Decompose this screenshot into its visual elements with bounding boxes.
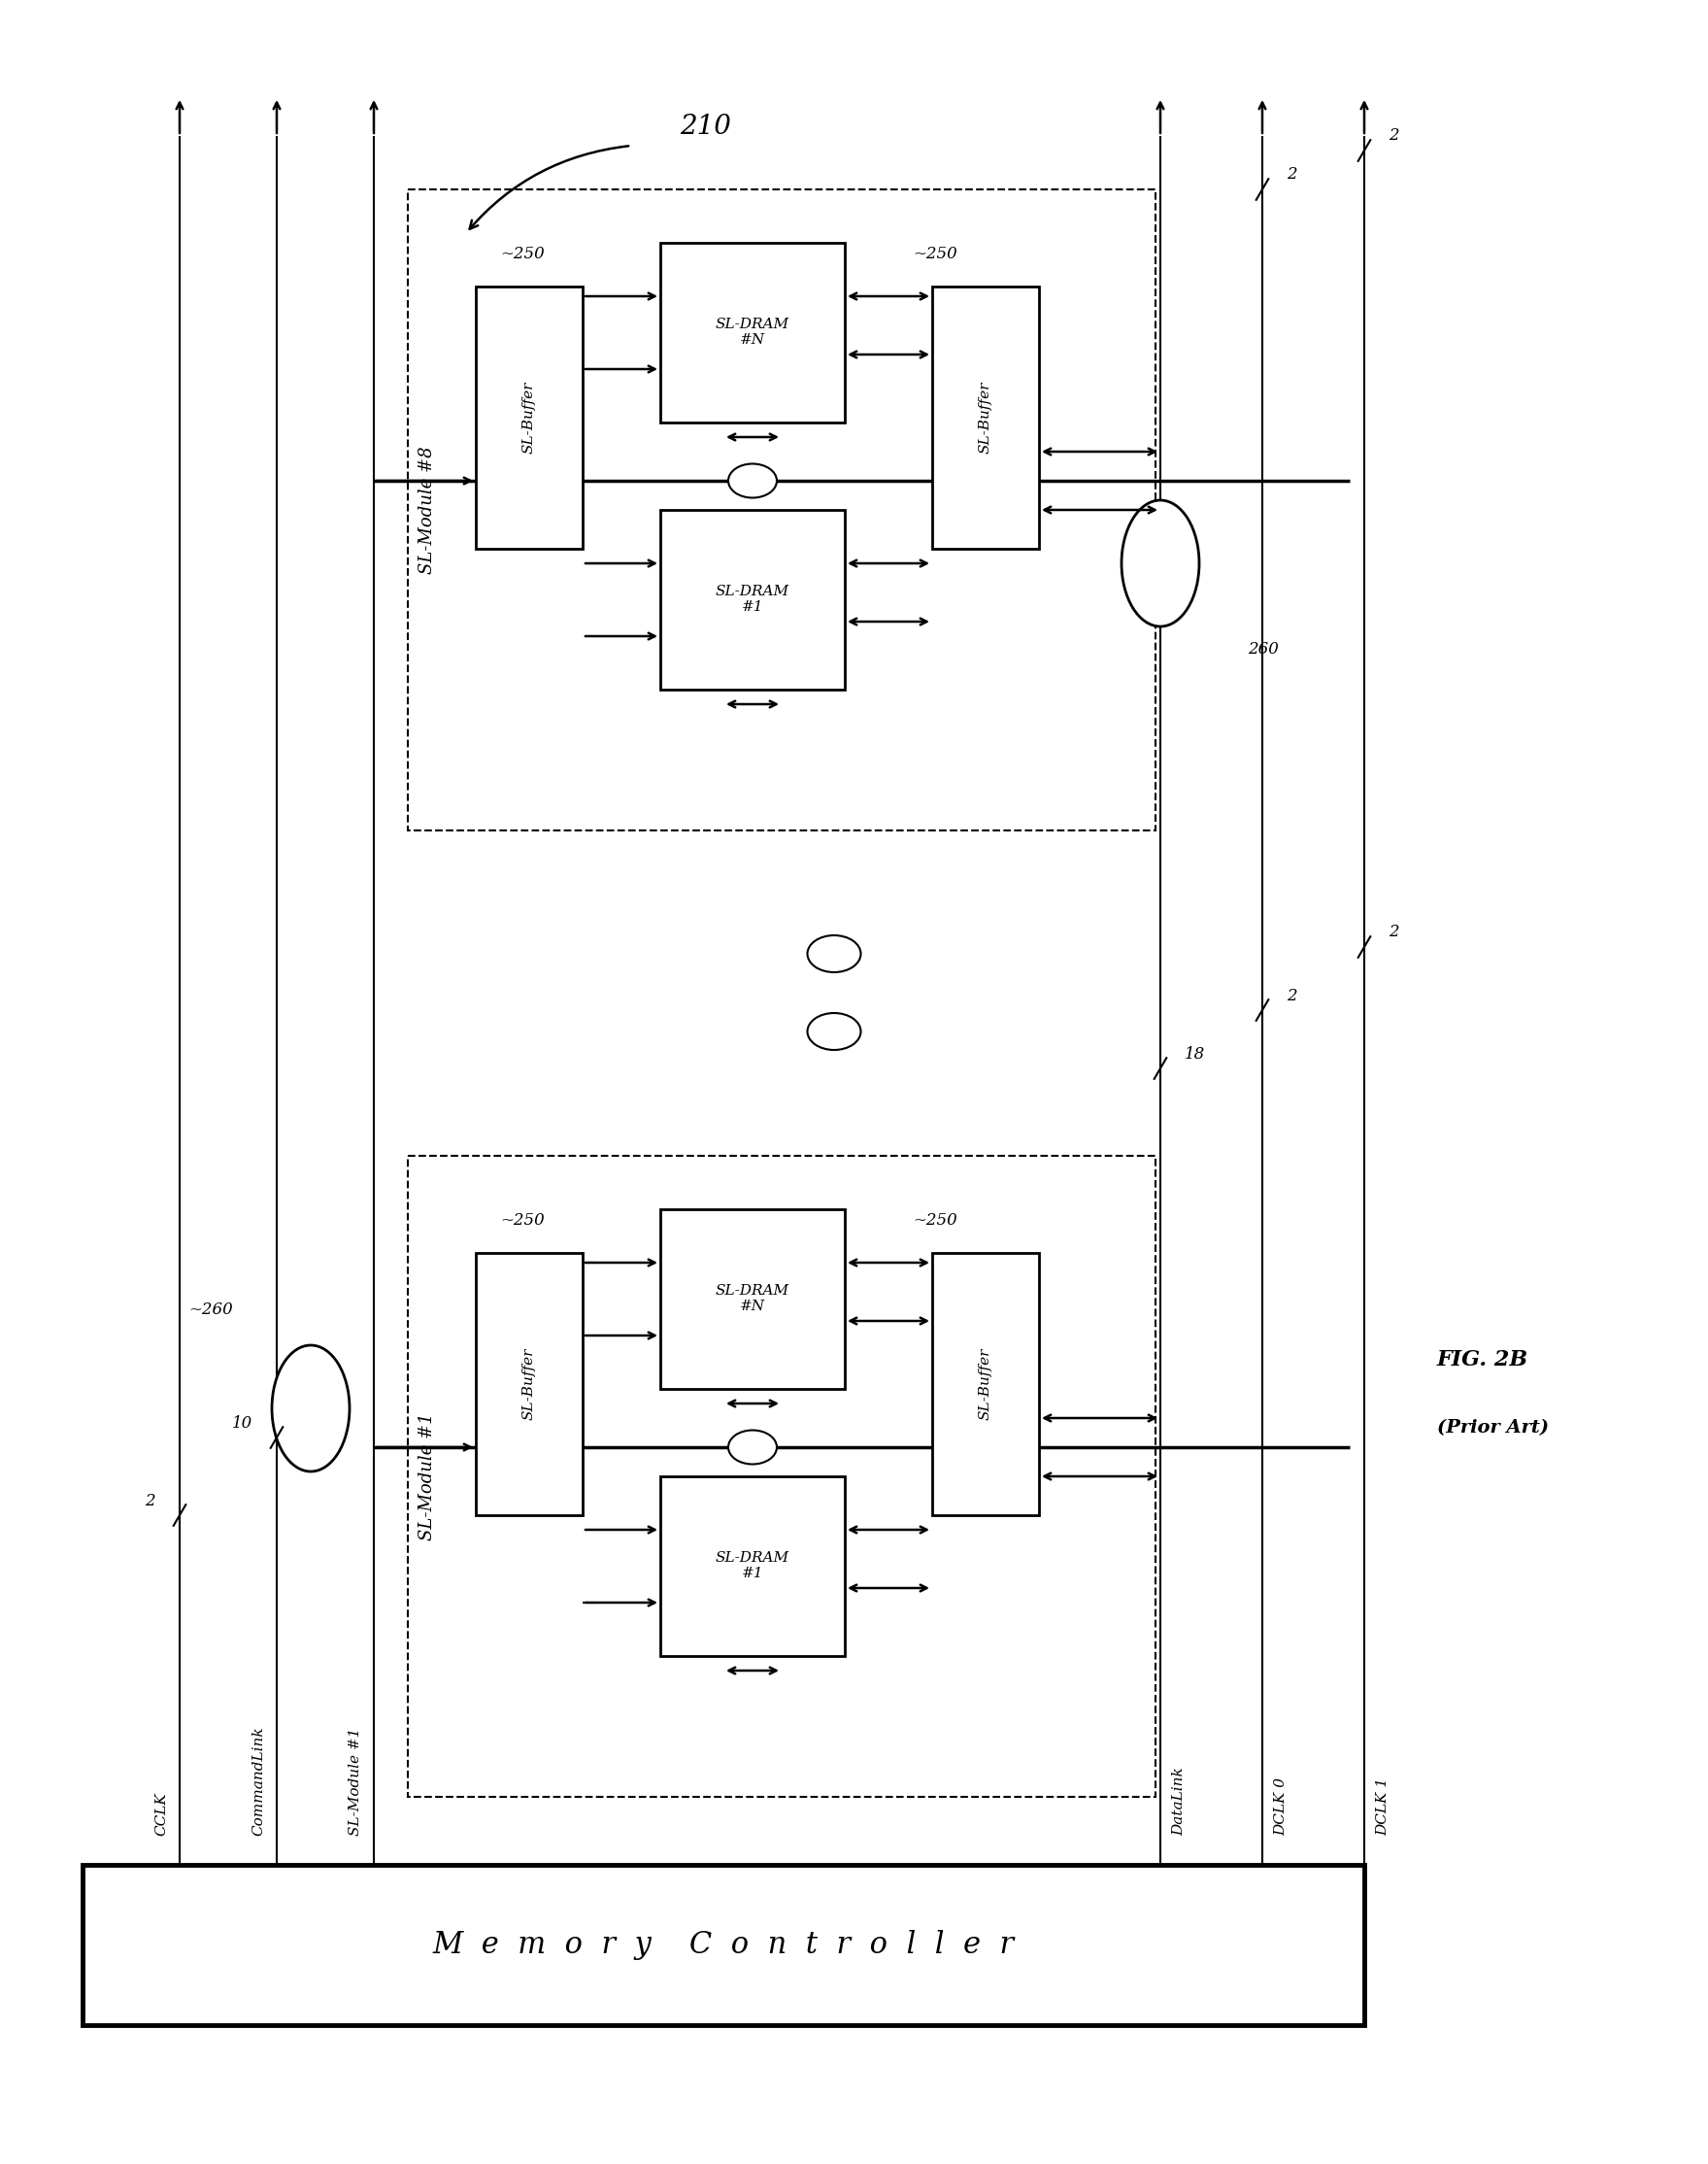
Text: 260: 260 [1249, 641, 1279, 658]
Ellipse shape [808, 935, 861, 972]
Text: ~250: ~250 [500, 247, 545, 262]
Ellipse shape [728, 1430, 777, 1465]
Text: SL-DRAM
#1: SL-DRAM #1 [716, 1552, 789, 1580]
Text: ~260: ~260 [188, 1301, 232, 1318]
Text: (Prior Art): (Prior Art) [1436, 1420, 1549, 1437]
Text: 10: 10 [232, 1415, 253, 1430]
Text: 2: 2 [1389, 924, 1399, 941]
Bar [933, 286, 1038, 550]
Text: ~250: ~250 [500, 1212, 545, 1229]
Text: SL-Buffer: SL-Buffer [979, 1348, 992, 1420]
Text: 18: 18 [1185, 1045, 1206, 1063]
Text: FIG. 2B: FIG. 2B [1436, 1348, 1529, 1370]
Text: ~250: ~250 [912, 247, 956, 262]
Bar [477, 1253, 582, 1515]
Bar [661, 242, 845, 422]
Text: 2: 2 [1286, 987, 1296, 1004]
Ellipse shape [808, 1013, 861, 1050]
Text: 210: 210 [680, 113, 731, 138]
Bar [408, 190, 1156, 831]
Text: SL-Buffer: SL-Buffer [523, 1348, 536, 1420]
Text: SL-Module #1: SL-Module #1 [348, 1727, 362, 1835]
Text: 2: 2 [145, 1493, 155, 1508]
Text: DCLK 1: DCLK 1 [1377, 1777, 1390, 1835]
Ellipse shape [1122, 500, 1199, 625]
Bar [661, 1476, 845, 1655]
Text: SL-Buffer: SL-Buffer [523, 381, 536, 454]
Ellipse shape [728, 463, 777, 498]
Bar [408, 1156, 1156, 1796]
Text: SL-DRAM
#N: SL-DRAM #N [716, 318, 789, 346]
Text: M  e  m  o  r  y    C  o  n  t  r  o  l  l  e  r: M e m o r y C o n t r o l l e r [432, 1930, 1015, 1961]
Text: CommandLink: CommandLink [251, 1727, 265, 1835]
Ellipse shape [272, 1346, 350, 1472]
Text: CCLK: CCLK [154, 1792, 167, 1835]
Text: ~250: ~250 [912, 1212, 956, 1229]
Text: SL-DRAM
#1: SL-DRAM #1 [716, 584, 789, 615]
Text: SL-DRAM
#N: SL-DRAM #N [716, 1283, 789, 1314]
Text: SL-Buffer: SL-Buffer [979, 381, 992, 454]
Text: SL-Module #8: SL-Module #8 [418, 446, 436, 573]
Bar [477, 286, 582, 550]
Text: DCLK 0: DCLK 0 [1274, 1777, 1288, 1835]
Text: SL-Module #1: SL-Module #1 [418, 1413, 436, 1541]
Bar [661, 511, 845, 690]
Bar [933, 1253, 1038, 1515]
Text: 2: 2 [1286, 167, 1296, 184]
Text: 2: 2 [1389, 128, 1399, 145]
Bar [82, 1865, 1365, 2026]
Bar [661, 1210, 845, 1389]
Text: DataLink: DataLink [1172, 1768, 1185, 1835]
